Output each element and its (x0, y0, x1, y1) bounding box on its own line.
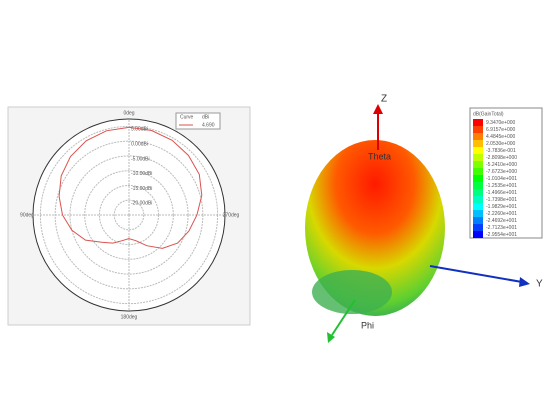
legend-label: -2.4692e+001 (486, 218, 517, 224)
legend-value: 4.690 (202, 122, 215, 128)
legend-label: 6.9157e+000 (486, 127, 516, 133)
legend-header: Curve (180, 114, 194, 120)
legend-swatch (473, 147, 483, 154)
legend-label: -1.0104e+001 (486, 176, 517, 182)
y-arrow (519, 277, 530, 287)
legend-swatch (473, 189, 483, 196)
legend-label: -3.7836e-001 (486, 148, 516, 154)
r-tick-label: 5.00dBi (131, 127, 148, 133)
legend-label: -7.6723e+000 (486, 169, 517, 175)
z-arrow (373, 104, 383, 114)
legend-label: -2.7123e+001 (486, 225, 517, 231)
grid-ring (69, 155, 189, 275)
legend-label: -2.8098e+000 (486, 155, 517, 161)
legend-label: -1.7398e+001 (486, 197, 517, 203)
polar-chart: -20.00dBi -15.00dBi -10.00dBi -5.00dBi 0.00d… (20, 110, 240, 320)
legend-swatch (473, 133, 483, 140)
legend-swatch (473, 231, 483, 238)
pattern-lobe (312, 270, 392, 314)
legend-header: dBi (202, 114, 209, 120)
legend-label: -5.2410e+000 (486, 162, 517, 168)
r-tick-label: -10.00dBi (131, 171, 152, 177)
r-tick-label: -20.00dBi (131, 201, 152, 207)
legend-swatch (473, 210, 483, 217)
legend-label: 9.3470e+000 (486, 120, 516, 126)
theta-tick-label: 180deg (121, 314, 138, 320)
phi-axis (331, 299, 356, 336)
legend-swatch (473, 182, 483, 189)
legend-swatch (473, 154, 483, 161)
r-tick-label: -5.00dBi (131, 156, 150, 162)
r-tick-label: 0.00dBi (131, 141, 148, 147)
grid-ring (113, 199, 145, 231)
theta-tick-label: 90deg (20, 212, 34, 218)
legend-swatch (473, 126, 483, 133)
legend-swatch (473, 217, 483, 224)
legend-label: 2.0530e+000 (486, 141, 516, 147)
phi-arrow (327, 332, 335, 343)
legend-swatch (473, 224, 483, 231)
legend-label: -1.2535e+001 (486, 183, 517, 189)
legend-swatch (473, 161, 483, 168)
theta-label: Theta (368, 151, 391, 161)
legend-swatch (473, 196, 483, 203)
theta-tick-label: 270deg (223, 212, 240, 218)
legend-label: -1.9829e+001 (486, 204, 517, 210)
y-axis (429, 265, 523, 283)
legend-label: -1.4966e+001 (486, 190, 517, 196)
legend-swatch (473, 168, 483, 175)
legend-label: -2.2260e+001 (486, 211, 517, 217)
grid-ring (84, 170, 174, 260)
legend-swatch (473, 119, 483, 126)
grid-ring (98, 184, 160, 246)
legend-label: -2.9554e+001 (486, 232, 517, 238)
pattern-3d: Z Theta Y Phi dB(GainTotal) 9.3470e+0006… (305, 94, 543, 343)
legend-label: 4.4845e+000 (486, 134, 516, 140)
theta-tick-label: 0deg (123, 110, 134, 116)
legend-swatch (473, 203, 483, 210)
legend-swatch (473, 175, 483, 182)
legend-title: dB(GainTotal) (473, 111, 504, 117)
z-label: Z (381, 94, 387, 105)
series-line (58, 126, 203, 249)
legend-swatch (473, 140, 483, 147)
y-label: Y (536, 279, 543, 290)
r-tick-label: -15.00dBi (131, 186, 152, 192)
phi-label: Phi (361, 320, 374, 330)
